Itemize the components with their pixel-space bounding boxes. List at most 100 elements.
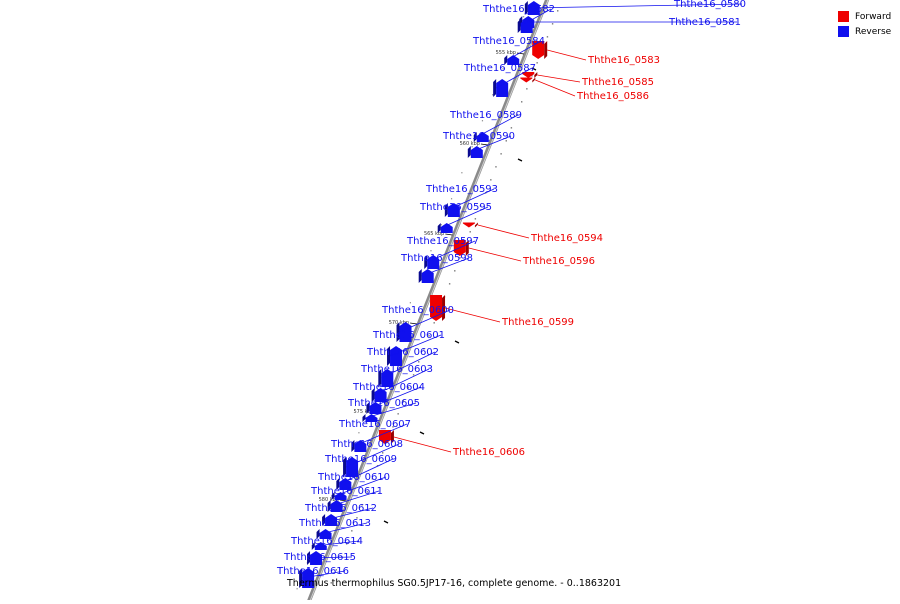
tick-dot — [492, 94, 494, 96]
scale-tick-mark — [410, 322, 418, 325]
tick-dot — [340, 556, 343, 558]
gene-label: Ththe16_0616 — [276, 566, 349, 577]
gene-leader-line — [389, 334, 442, 357]
tick-dot — [351, 530, 353, 532]
gene-glyph — [440, 223, 453, 233]
tick-dot — [557, 10, 559, 12]
gene-label: Ththe16_0581 — [668, 17, 741, 28]
tick-dot — [433, 322, 435, 324]
gene-leader-line — [535, 79, 576, 97]
gene-shade — [473, 132, 477, 142]
gene-glyph — [334, 492, 347, 500]
legend-forward-label: Forward — [855, 11, 892, 22]
scale-tick-mark — [480, 143, 489, 146]
gene-shade — [327, 500, 331, 512]
gene-leader-line — [302, 570, 346, 579]
gene-shade — [532, 77, 536, 83]
gene-shade — [504, 55, 508, 65]
tick-dot — [358, 432, 360, 434]
tick-dot — [502, 68, 504, 70]
gene-leader-line — [345, 443, 400, 468]
forward-swatch — [838, 11, 849, 22]
legend-forward: Forward — [838, 9, 891, 24]
tick-dot — [296, 588, 298, 590]
genome-axis — [305, 0, 550, 604]
tick-dot — [523, 16, 525, 18]
gene-shade — [299, 568, 303, 588]
tick-dot — [450, 198, 453, 200]
scale-tick-mark — [339, 499, 348, 502]
gene-leader-line — [399, 309, 451, 333]
gene-glyph — [399, 322, 412, 342]
tick-dot — [402, 400, 404, 402]
tick-dot — [474, 218, 477, 220]
gene-label: Ththe16_0586 — [576, 91, 649, 102]
gene-label: Ththe16_0598 — [400, 253, 473, 264]
gene-glyph — [369, 402, 382, 414]
scale-tick-mark — [445, 233, 453, 236]
gene-glyph — [447, 203, 460, 217]
gene-glyph — [354, 440, 367, 452]
tick-dot — [440, 224, 442, 226]
gene-label: Ththe16_0609 — [324, 454, 397, 465]
gene-leader-line — [427, 240, 476, 263]
tick-dot — [382, 452, 384, 454]
gene-label: Ththe16_0580 — [673, 0, 746, 10]
gene-shade — [517, 19, 521, 33]
gene-label: Ththe16_0593 — [425, 184, 498, 195]
gene-shade — [366, 402, 370, 414]
tick-dot — [459, 257, 461, 259]
gene-glyph — [390, 346, 403, 366]
gene-leader-line — [470, 135, 512, 153]
gene-leader-line — [330, 490, 380, 507]
reverse-swatch — [838, 26, 849, 37]
gene-shade — [474, 222, 478, 228]
tick-dot — [348, 458, 350, 460]
gene-leader-line — [527, 3, 743, 9]
gene-label: Ththe16_0585 — [581, 77, 654, 88]
tick-dot — [430, 250, 432, 252]
gene-shade — [331, 492, 335, 500]
gene-shade — [467, 146, 471, 158]
gene-glyph — [421, 269, 434, 283]
gene-shade — [336, 478, 340, 490]
tick-dot — [371, 478, 374, 480]
gene-glyph — [532, 41, 545, 59]
gene-leader-line — [365, 402, 417, 419]
gene-leader-line — [334, 476, 387, 497]
gene-leader-line — [476, 114, 519, 138]
scale-tick-label: 565 kbp — [424, 231, 444, 237]
gene-glyph — [507, 55, 520, 65]
gene-shade — [424, 255, 428, 269]
gene-label: Ththe16_0594 — [530, 233, 603, 244]
tick-dot — [448, 283, 451, 285]
gene-shade — [316, 529, 320, 539]
gene-leader-line — [495, 67, 533, 89]
gene-shade — [322, 514, 326, 526]
tick-dot — [418, 361, 420, 363]
gene-label: Ththe16_0603 — [360, 364, 433, 375]
gene-shade — [524, 1, 528, 15]
gene-label: Ththe16_0582 — [482, 4, 555, 15]
gene-glyph — [374, 388, 387, 402]
legend: Forward Reverse — [838, 9, 891, 39]
tick-dot — [366, 491, 368, 493]
tick-dot — [423, 348, 425, 350]
legend-reverse-label: Reverse — [855, 26, 892, 37]
tick-dot — [428, 335, 430, 337]
gene-glyph — [522, 72, 535, 78]
gene-glyph — [520, 19, 533, 33]
gene-glyph — [470, 146, 483, 158]
scale-tick-label: 560 kbp — [460, 141, 480, 147]
gene-shade — [378, 369, 382, 387]
scale-tick-label: 575 kbp — [353, 409, 373, 415]
gene-leader-line — [369, 386, 422, 409]
gene-label: Ththe16_0600 — [381, 305, 454, 316]
tick-dot — [495, 166, 497, 168]
gene-glyph — [339, 478, 352, 490]
gene-shade — [442, 295, 446, 321]
gene-label: Ththe16_0613 — [298, 518, 371, 529]
gene-label: Ththe16_0601 — [372, 330, 445, 341]
gene-leader-line — [374, 368, 430, 396]
gene-shade — [343, 457, 347, 477]
